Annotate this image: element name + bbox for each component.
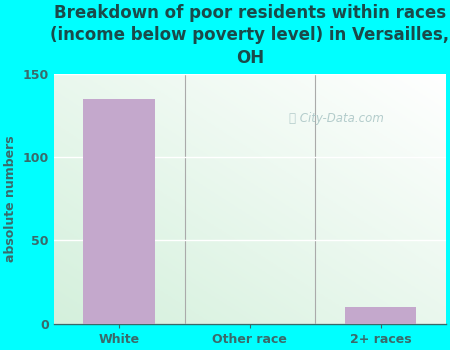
Bar	[83, 99, 155, 324]
Title: Breakdown of poor residents within races
(income below poverty level) in Versail: Breakdown of poor residents within races…	[50, 4, 450, 66]
Text: ⓘ City-Data.com: ⓘ City-Data.com	[289, 112, 384, 125]
Bar	[345, 307, 416, 324]
Y-axis label: absolute numbers: absolute numbers	[4, 135, 17, 262]
